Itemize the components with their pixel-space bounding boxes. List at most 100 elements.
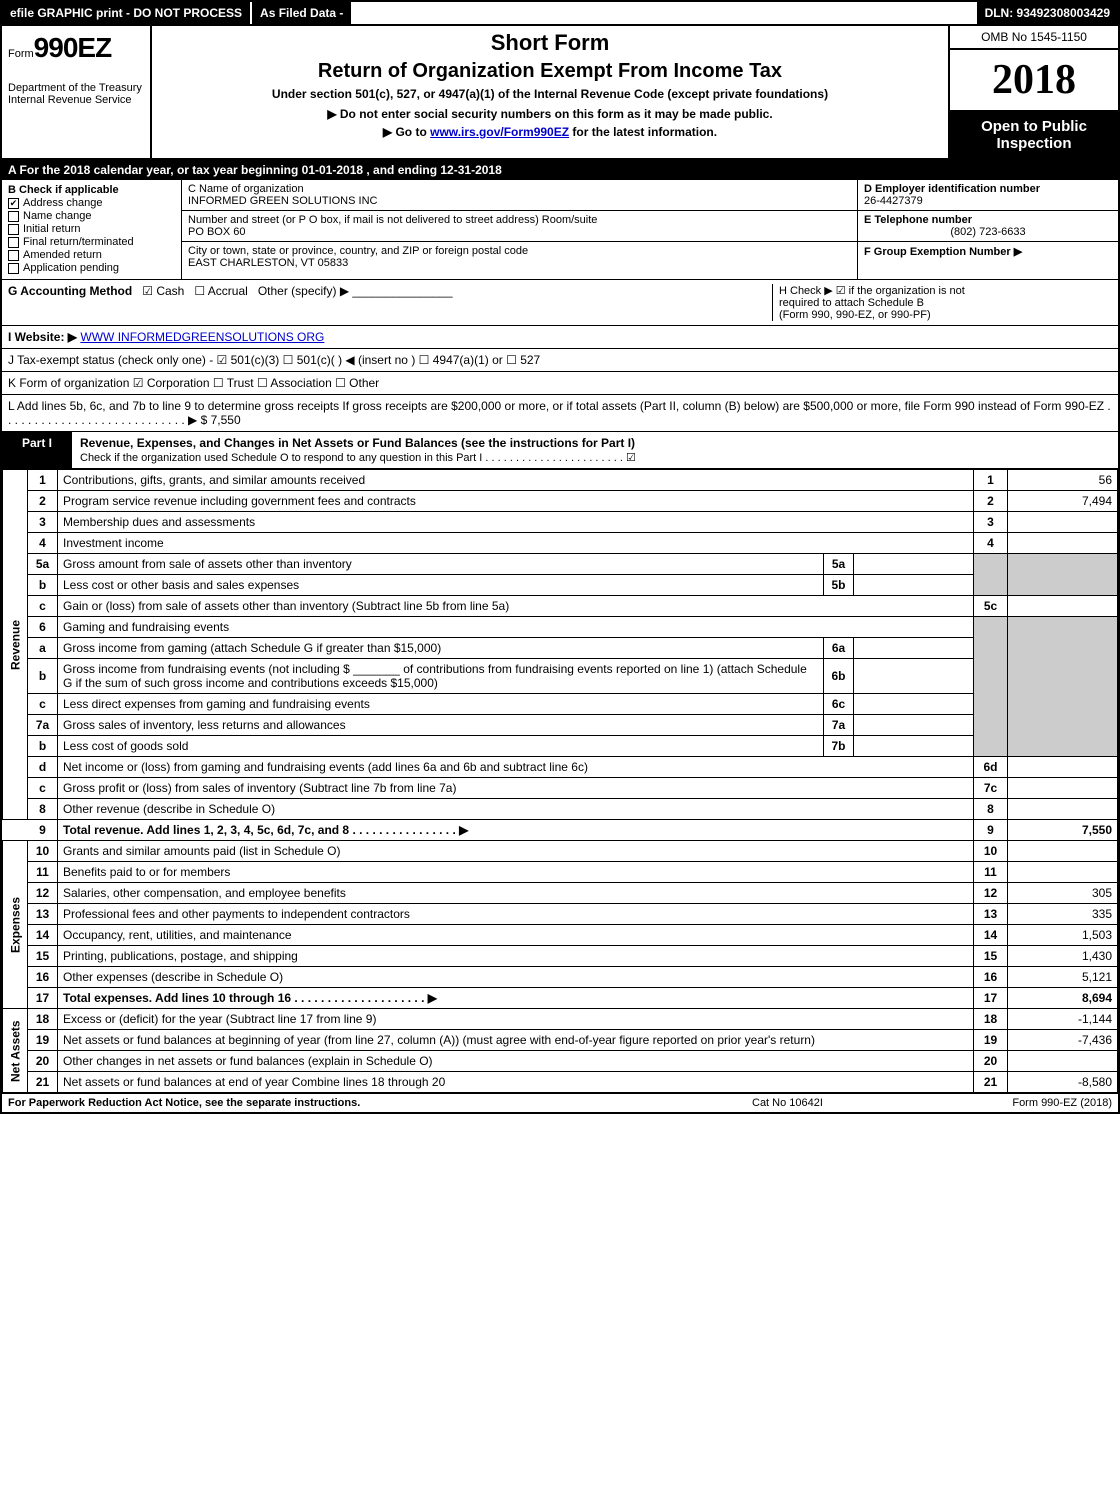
part-i-header: Part I Revenue, Expenses, and Changes in…	[2, 432, 1118, 469]
open-public: Open to Public Inspection	[950, 112, 1118, 158]
c-city-label: City or town, state or province, country…	[188, 245, 851, 257]
table-row: 8 Other revenue (describe in Schedule O)…	[3, 799, 1118, 820]
e-label: E Telephone number	[864, 214, 1112, 226]
h-schedule-b: H Check ▶ ☑ if the organization is not r…	[772, 284, 1112, 321]
d-value: 26-4427379	[864, 195, 1112, 207]
table-row: 6 Gaming and fundraising events	[3, 617, 1118, 638]
part-i-title: Revenue, Expenses, and Changes in Net As…	[72, 432, 1118, 468]
h-line2: required to attach Schedule B	[779, 297, 1112, 309]
goto-pre: ▶ Go to	[383, 125, 430, 139]
h-line3: (Form 990, 990-EZ, or 990-PF)	[779, 309, 1112, 321]
chk-name-change[interactable]: Name change	[8, 210, 175, 222]
topbar-spacer	[351, 2, 976, 24]
table-row: c Gross profit or (loss) from sales of i…	[3, 778, 1118, 799]
table-row: b Less cost of goods sold 7b	[3, 736, 1118, 757]
table-row: 12 Salaries, other compensation, and emp…	[3, 883, 1118, 904]
arrow-goto: ▶ Go to www.irs.gov/Form990EZ for the la…	[160, 125, 940, 139]
g-other[interactable]: Other (specify) ▶	[258, 284, 349, 298]
arrow-ssn: ▶ Do not enter social security numbers o…	[160, 107, 940, 121]
c-addr: Number and street (or P O box, if mail i…	[182, 211, 857, 242]
section-b: B Check if applicable ✔Address change Na…	[2, 180, 182, 279]
under-section: Under section 501(c), 527, or 4947(a)(1)…	[160, 87, 940, 101]
chk-final-return[interactable]: Final return/terminated	[8, 236, 175, 248]
g-accounting: G Accounting Method ☑ Cash ☐ Accrual Oth…	[8, 284, 772, 321]
footer-cat: Cat No 10642I	[752, 1097, 932, 1109]
section-e: E Telephone number (802) 723-6633	[858, 211, 1118, 242]
table-row: b Gross income from fundraising events (…	[3, 659, 1118, 694]
f-label: F Group Exemption Number ▶	[864, 245, 1112, 258]
c-city: City or town, state or province, country…	[182, 242, 857, 272]
table-row: c Gain or (loss) from sale of assets oth…	[3, 596, 1118, 617]
table-row: 13 Professional fees and other payments …	[3, 904, 1118, 925]
row-l-gross-receipts: L Add lines 5b, 6c, and 7b to line 9 to …	[2, 395, 1118, 432]
header-row: Form990EZ Department of the Treasury Int…	[2, 26, 1118, 160]
topbar: efile GRAPHIC print - DO NOT PROCESS As …	[2, 2, 1118, 26]
row-g-h: G Accounting Method ☑ Cash ☐ Accrual Oth…	[2, 280, 1118, 326]
section-d: D Employer identification number 26-4427…	[858, 180, 1118, 211]
website-link[interactable]: WWW INFORMEDGREENSOLUTIONS ORG	[80, 330, 324, 344]
checkbox-icon	[8, 250, 19, 261]
row-k-org-form: K Form of organization ☑ Corporation ☐ T…	[2, 372, 1118, 395]
row-i-website: I Website: ▶ WWW INFORMEDGREENSOLUTIONS …	[2, 326, 1118, 349]
irs-link[interactable]: www.irs.gov/Form990EZ	[430, 125, 569, 139]
h-line1: H Check ▶ ☑ if the organization is not	[779, 284, 1112, 297]
chk-address-change[interactable]: ✔Address change	[8, 197, 175, 209]
topbar-asfiled: As Filed Data -	[250, 2, 351, 24]
table-row: d Net income or (loss) from gaming and f…	[3, 757, 1118, 778]
row-j-tax-status: J Tax-exempt status (check only one) - ☑…	[2, 349, 1118, 372]
checkbox-icon	[8, 224, 19, 235]
return-title: Return of Organization Exempt From Incom…	[160, 60, 940, 83]
table-row: 5a Gross amount from sale of assets othe…	[3, 554, 1118, 575]
table-row: a Gross income from gaming (attach Sched…	[3, 638, 1118, 659]
part-i-tab: Part I	[2, 432, 72, 468]
form-prefix: Form	[8, 48, 34, 60]
table-row: b Less cost or other basis and sales exp…	[3, 575, 1118, 596]
form-number-box: Form990EZ Department of the Treasury Int…	[2, 26, 152, 158]
footer-paperwork: For Paperwork Reduction Act Notice, see …	[8, 1097, 752, 1109]
d-label: D Employer identification number	[864, 183, 1112, 195]
side-revenue: Revenue	[3, 470, 28, 820]
table-row: 21 Net assets or fund balances at end of…	[3, 1072, 1118, 1093]
table-row: 14 Occupancy, rent, utilities, and maint…	[3, 925, 1118, 946]
c-name-label: C Name of organization	[188, 183, 851, 195]
short-form-title: Short Form	[160, 30, 940, 56]
table-row: 15 Printing, publications, postage, and …	[3, 946, 1118, 967]
section-c: C Name of organization INFORMED GREEN SO…	[182, 180, 858, 279]
form-990ez-page: efile GRAPHIC print - DO NOT PROCESS As …	[0, 0, 1120, 1114]
part-i-table: Revenue 1 Contributions, gifts, grants, …	[2, 469, 1118, 1093]
g-accrual[interactable]: ☐ Accrual	[194, 284, 247, 298]
c-addr-label: Number and street (or P O box, if mail i…	[188, 214, 851, 226]
chk-initial-return[interactable]: Initial return	[8, 223, 175, 235]
g-cash[interactable]: ☑ Cash	[142, 284, 184, 298]
checkbox-icon	[8, 211, 19, 222]
goto-post: for the latest information.	[569, 125, 717, 139]
b-label: B Check if applicable	[8, 184, 175, 196]
part-i-sub: Check if the organization used Schedule …	[80, 452, 636, 464]
table-row: 11 Benefits paid to or for members 11	[3, 862, 1118, 883]
row-a-calendar: A For the 2018 calendar year, or tax yea…	[2, 160, 1118, 180]
chk-application-pending[interactable]: Application pending	[8, 262, 175, 274]
side-expenses: Expenses	[3, 841, 28, 1009]
footer-form: Form 990-EZ (2018)	[932, 1097, 1112, 1109]
g-label: G Accounting Method	[8, 284, 132, 298]
topbar-efile: efile GRAPHIC print - DO NOT PROCESS	[2, 2, 250, 24]
section-def: D Employer identification number 26-4427…	[858, 180, 1118, 279]
table-row: 7a Gross sales of inventory, less return…	[3, 715, 1118, 736]
c-addr-value: PO BOX 60	[188, 226, 851, 238]
checkbox-icon: ✔	[8, 198, 19, 209]
table-row: 17 Total expenses. Add lines 10 through …	[3, 988, 1118, 1009]
c-name-value: INFORMED GREEN SOLUTIONS INC	[188, 195, 851, 207]
header-center: Short Form Return of Organization Exempt…	[152, 26, 948, 158]
side-net-assets: Net Assets	[3, 1009, 28, 1093]
tax-year: 2018	[950, 50, 1118, 112]
c-city-value: EAST CHARLESTON, VT 05833	[188, 257, 851, 269]
table-row: c Less direct expenses from gaming and f…	[3, 694, 1118, 715]
table-row: Net Assets 18 Excess or (deficit) for th…	[3, 1009, 1118, 1030]
block-bcdef: B Check if applicable ✔Address change Na…	[2, 180, 1118, 280]
form-number: 990EZ	[34, 32, 112, 63]
chk-amended-return[interactable]: Amended return	[8, 249, 175, 261]
footer: For Paperwork Reduction Act Notice, see …	[2, 1093, 1118, 1112]
table-row: 4 Investment income 4	[3, 533, 1118, 554]
table-row: 2 Program service revenue including gove…	[3, 491, 1118, 512]
table-row: Revenue 1 Contributions, gifts, grants, …	[3, 470, 1118, 491]
